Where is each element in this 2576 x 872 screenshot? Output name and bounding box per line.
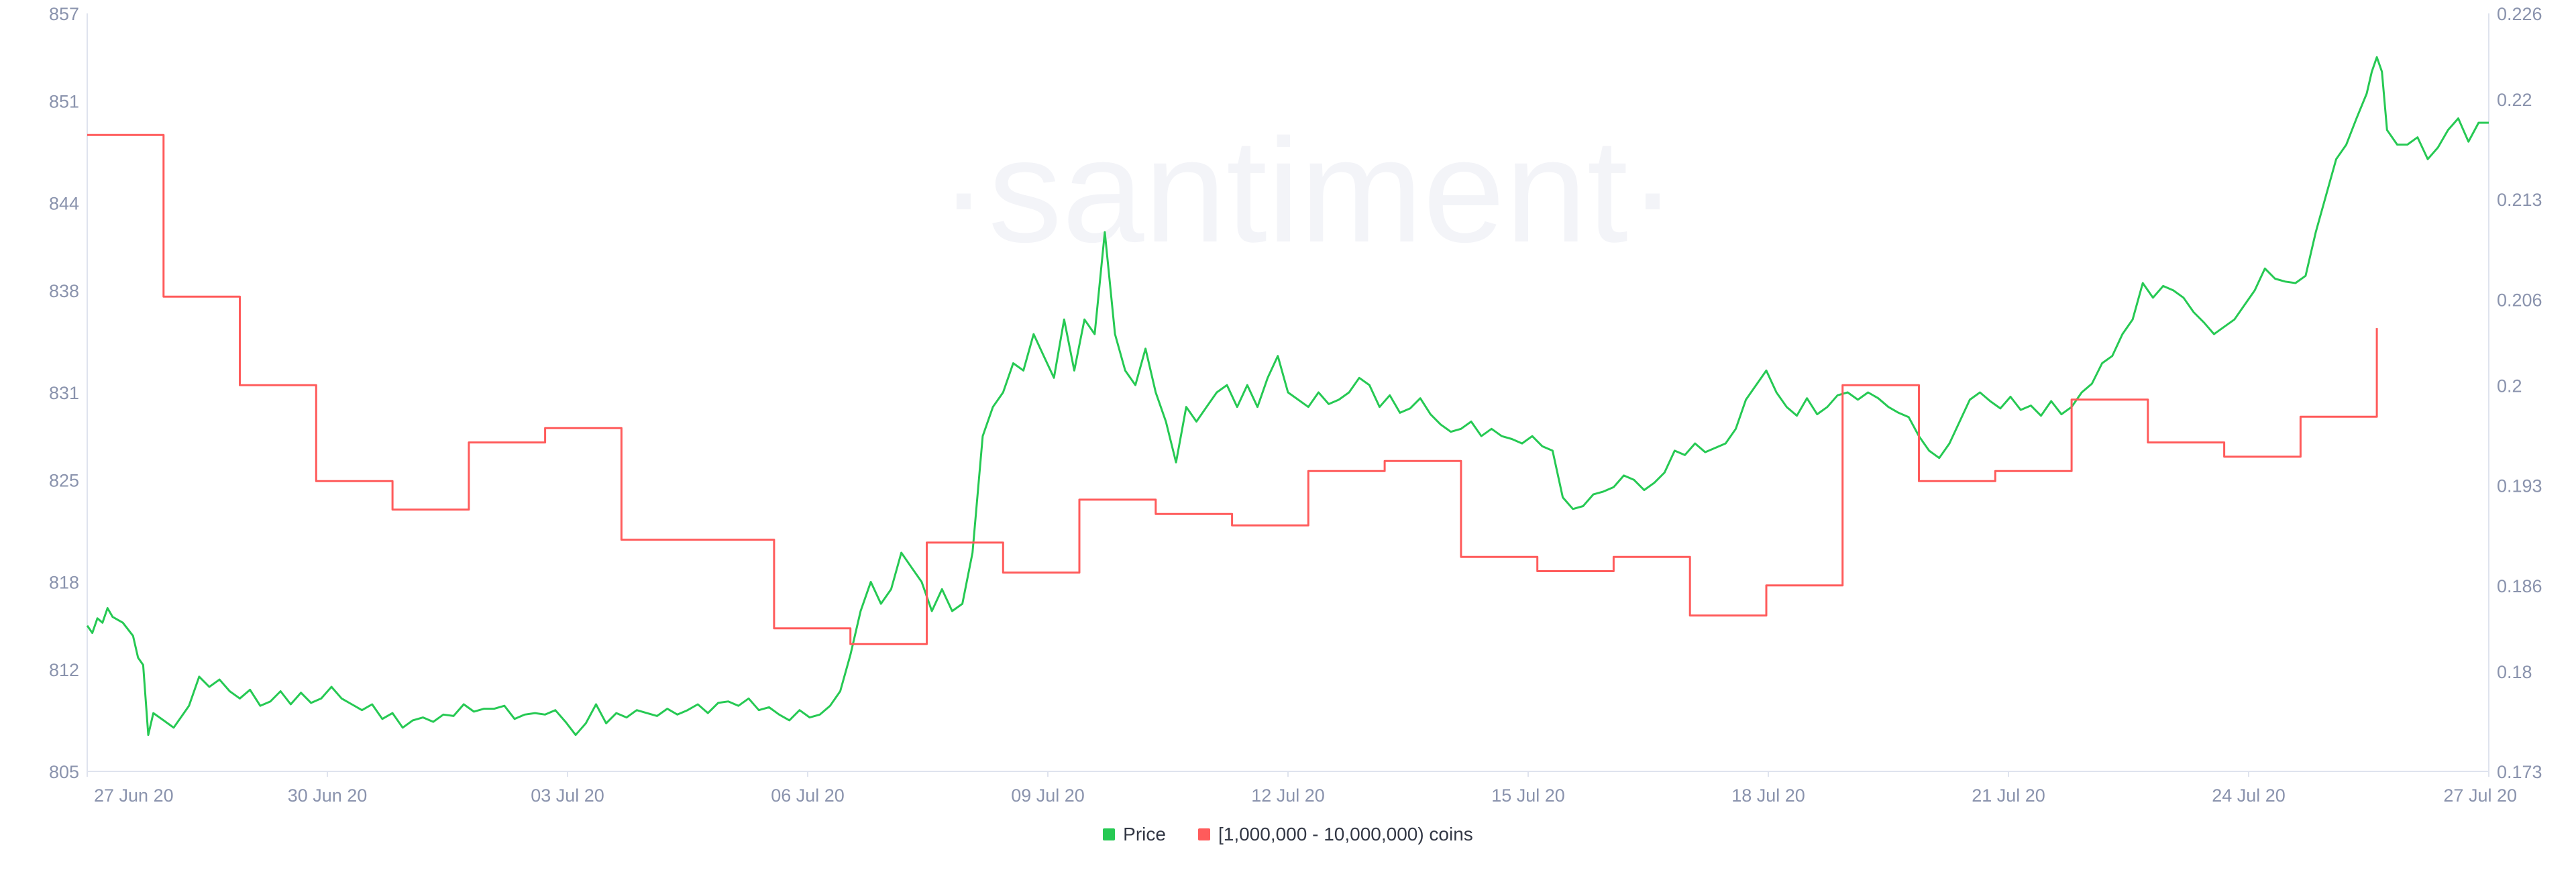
left-tick-label-0: 805	[49, 762, 79, 782]
left-tick-label-4: 831	[49, 383, 79, 403]
left-tick-label-6: 844	[49, 194, 79, 214]
right-tick-label-4: 0.2	[2497, 376, 2522, 396]
x-tick-label-10: 27 Jul 20	[2443, 785, 2517, 806]
left-tick-label-2: 818	[49, 573, 79, 593]
right-tick-label-0: 0.173	[2497, 762, 2542, 782]
left-tick-label-3: 825	[49, 470, 79, 490]
x-axis-ticks: 27 Jun 20 30 Jun 20 03 Jul 20 06 Jul 20 09 J…	[87, 771, 2517, 806]
x-tick-label-0: 27 Jun 20	[94, 785, 174, 806]
right-tick-label-2: 0.186	[2497, 576, 2542, 596]
x-tick-label-9: 24 Jul 20	[2212, 785, 2286, 806]
x-tick-label-5: 12 Jul 20	[1251, 785, 1325, 806]
x-tick-label-8: 21 Jul 20	[1972, 785, 2045, 806]
left-axis-ticks: 805 812 818 825 831 838 844 851 857	[49, 4, 79, 782]
right-tick-label-7: 0.22	[2497, 90, 2532, 110]
left-tick-label-8: 857	[49, 4, 79, 24]
left-tick-label-1: 812	[49, 660, 79, 680]
x-tick-label-2: 03 Jul 20	[531, 785, 604, 806]
x-tick-label-1: 30 Jun 20	[288, 785, 368, 806]
holders-legend-label: [1,000,000 - 10,000,000) coins	[1218, 824, 1473, 844]
x-tick-label-7: 18 Jul 20	[1731, 785, 1805, 806]
x-tick-label-6: 15 Jul 20	[1491, 785, 1565, 806]
legend: Price [1,000,000 - 10,000,000) coins	[0, 824, 2576, 845]
left-tick-label-7: 851	[49, 91, 79, 111]
right-axis-ticks: 0.173 0.18 0.186 0.193 0.2 0.206 0.213 0.22 0.22…	[2497, 4, 2542, 782]
right-tick-label-8: 0.226	[2497, 4, 2542, 24]
right-tick-label-6: 0.213	[2497, 190, 2542, 210]
right-tick-label-1: 0.18	[2497, 662, 2532, 682]
series-line-holders	[87, 133, 2378, 645]
price-legend-swatch	[1103, 828, 1116, 840]
series-layer	[86, 56, 2489, 737]
x-tick-label-4: 09 Jul 20	[1011, 785, 1085, 806]
price-legend[interactable]: Price	[1103, 824, 1166, 845]
price-legend-label: Price	[1123, 824, 1166, 844]
left-tick-label-5: 838	[49, 281, 79, 301]
series-line-price	[86, 56, 2489, 737]
right-tick-label-5: 0.206	[2497, 290, 2542, 310]
x-tick-label-3: 06 Jul 20	[771, 785, 845, 806]
holders-legend[interactable]: [1,000,000 - 10,000,000) coins	[1197, 824, 1473, 845]
right-tick-label-3: 0.193	[2497, 476, 2542, 496]
holders-legend-swatch	[1197, 828, 1210, 840]
santiment-watermark: ·santiment·	[939, 108, 1677, 273]
